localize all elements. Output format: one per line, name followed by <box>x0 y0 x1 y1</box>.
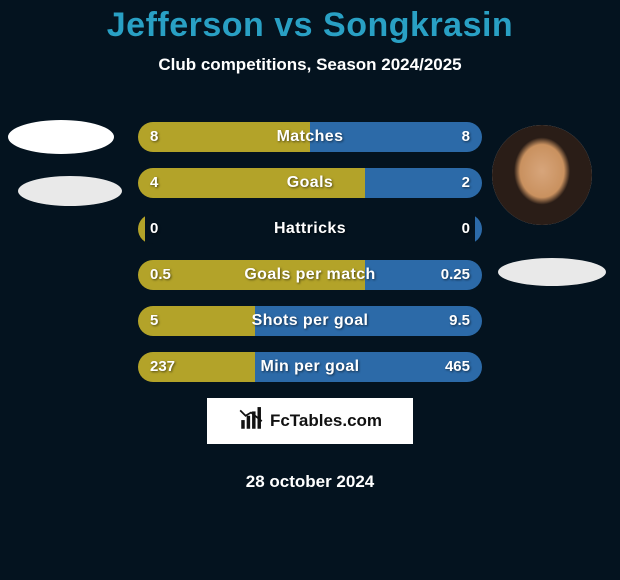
decor-ellipse <box>8 120 114 154</box>
stat-value-right: 2 <box>462 168 470 198</box>
player-b-name: Songkrasin <box>323 6 513 44</box>
stat-row: Min per goal237 465 <box>138 352 482 382</box>
stat-value-left: 0 <box>150 214 158 244</box>
stat-value-right: 465 <box>445 352 470 382</box>
decor-ellipse <box>18 176 122 206</box>
stat-label: Goals per match <box>138 260 482 290</box>
stat-value-right: 0 <box>462 214 470 244</box>
stat-row: Matches8 8 <box>138 122 482 152</box>
stat-value-right: 0.25 <box>441 260 470 290</box>
stat-value-left: 0.5 <box>150 260 171 290</box>
stat-row: Goals4 2 <box>138 168 482 198</box>
vs-separator: vs <box>264 6 323 44</box>
stat-value-left: 237 <box>150 352 175 382</box>
stat-label: Min per goal <box>138 352 482 382</box>
subtitle: Club competitions, Season 2024/2025 <box>0 55 620 75</box>
page-title: Jefferson vs Songkrasin <box>0 0 620 45</box>
stat-row: Hattricks0 0 <box>138 214 482 244</box>
avatar-face-placeholder <box>492 125 592 225</box>
player-b-avatar <box>492 125 592 225</box>
stat-label: Hattricks <box>138 214 482 244</box>
brand-text: FcTables.com <box>270 411 382 431</box>
stat-value-left: 8 <box>150 122 158 152</box>
stat-row: Goals per match0.5 0.25 <box>138 260 482 290</box>
stat-value-right: 8 <box>462 122 470 152</box>
chart-icon <box>238 406 264 437</box>
player-a-name: Jefferson <box>107 6 265 44</box>
stat-label: Goals <box>138 168 482 198</box>
footer-date: 28 october 2024 <box>0 472 620 492</box>
infographic-container: Jefferson vs Songkrasin Club competition… <box>0 0 620 580</box>
stat-label: Matches <box>138 122 482 152</box>
stat-row: Shots per goal5 9.5 <box>138 306 482 336</box>
stats-table: Matches8 8 Goals4 2 Hattricks0 0 Goals per mat… <box>138 122 482 398</box>
stat-value-left: 4 <box>150 168 158 198</box>
stat-label: Shots per goal <box>138 306 482 336</box>
brand-badge: FcTables.com <box>207 398 413 444</box>
stat-value-left: 5 <box>150 306 158 336</box>
stat-value-right: 9.5 <box>449 306 470 336</box>
decor-ellipse <box>498 258 606 286</box>
